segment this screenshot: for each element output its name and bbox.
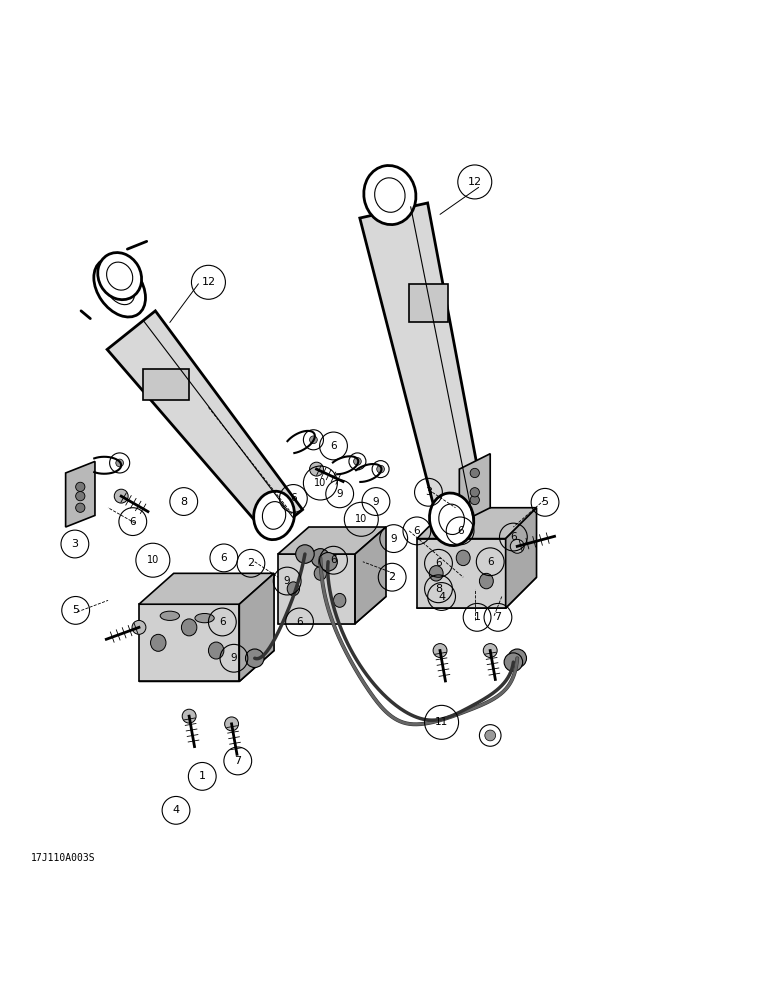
Text: 6: 6 bbox=[219, 617, 225, 627]
Circle shape bbox=[508, 649, 527, 668]
FancyBboxPatch shape bbox=[409, 284, 448, 322]
FancyBboxPatch shape bbox=[143, 369, 189, 400]
Polygon shape bbox=[66, 461, 95, 527]
Text: 6: 6 bbox=[130, 517, 136, 527]
Circle shape bbox=[485, 730, 496, 741]
Polygon shape bbox=[417, 508, 537, 539]
Polygon shape bbox=[139, 573, 274, 604]
Circle shape bbox=[319, 552, 337, 571]
Circle shape bbox=[377, 465, 384, 473]
Text: 1: 1 bbox=[198, 771, 206, 781]
Text: 6: 6 bbox=[330, 441, 337, 451]
Polygon shape bbox=[139, 651, 274, 681]
Text: 2: 2 bbox=[247, 558, 255, 568]
Circle shape bbox=[483, 644, 497, 657]
Circle shape bbox=[354, 458, 361, 465]
Text: 5: 5 bbox=[541, 497, 549, 507]
Circle shape bbox=[310, 462, 323, 476]
Polygon shape bbox=[417, 577, 537, 608]
Ellipse shape bbox=[160, 611, 179, 620]
Circle shape bbox=[510, 539, 524, 553]
Text: 11: 11 bbox=[435, 717, 449, 727]
Circle shape bbox=[470, 495, 479, 505]
Circle shape bbox=[296, 545, 314, 563]
Text: 6: 6 bbox=[414, 526, 420, 536]
Text: 3: 3 bbox=[425, 487, 432, 497]
Ellipse shape bbox=[195, 613, 215, 623]
Ellipse shape bbox=[151, 634, 166, 651]
Ellipse shape bbox=[287, 582, 300, 596]
Polygon shape bbox=[139, 604, 239, 681]
Ellipse shape bbox=[334, 593, 346, 607]
Circle shape bbox=[311, 549, 330, 567]
Polygon shape bbox=[278, 596, 386, 624]
Polygon shape bbox=[355, 527, 386, 624]
Polygon shape bbox=[239, 573, 274, 681]
Text: 8: 8 bbox=[180, 497, 188, 507]
Circle shape bbox=[132, 620, 146, 634]
Text: 9: 9 bbox=[231, 653, 237, 663]
Text: 2: 2 bbox=[388, 572, 396, 582]
Ellipse shape bbox=[374, 178, 405, 212]
Text: 6: 6 bbox=[296, 617, 303, 627]
Ellipse shape bbox=[314, 566, 327, 580]
Text: 7: 7 bbox=[494, 612, 502, 622]
Text: 6: 6 bbox=[221, 553, 227, 563]
Text: 6: 6 bbox=[457, 526, 463, 536]
Text: 6: 6 bbox=[510, 532, 516, 542]
Text: 7: 7 bbox=[234, 756, 242, 766]
Ellipse shape bbox=[479, 573, 493, 589]
Circle shape bbox=[245, 649, 264, 668]
Circle shape bbox=[76, 503, 85, 512]
Ellipse shape bbox=[254, 491, 294, 540]
Polygon shape bbox=[278, 554, 355, 624]
Text: 6: 6 bbox=[290, 493, 296, 503]
Ellipse shape bbox=[181, 619, 197, 636]
Text: 6: 6 bbox=[435, 558, 442, 568]
Text: 8: 8 bbox=[435, 584, 442, 594]
Polygon shape bbox=[107, 311, 303, 537]
Text: 10: 10 bbox=[355, 514, 367, 524]
Circle shape bbox=[225, 717, 239, 731]
Circle shape bbox=[433, 644, 447, 657]
Circle shape bbox=[470, 488, 479, 497]
Ellipse shape bbox=[208, 642, 224, 659]
Circle shape bbox=[504, 653, 523, 671]
Circle shape bbox=[76, 492, 85, 501]
Polygon shape bbox=[360, 203, 487, 528]
Polygon shape bbox=[506, 508, 537, 608]
Text: 17J110A003S: 17J110A003S bbox=[31, 853, 96, 863]
Circle shape bbox=[182, 709, 196, 723]
Text: 3: 3 bbox=[71, 539, 79, 549]
Text: 6: 6 bbox=[330, 555, 337, 565]
Text: 4: 4 bbox=[172, 805, 180, 815]
Text: 9: 9 bbox=[373, 497, 379, 507]
Text: 10: 10 bbox=[314, 478, 327, 488]
Polygon shape bbox=[278, 527, 386, 554]
Ellipse shape bbox=[429, 493, 474, 546]
Polygon shape bbox=[417, 539, 506, 608]
Text: 12: 12 bbox=[201, 277, 215, 287]
Text: 5: 5 bbox=[72, 605, 80, 615]
Circle shape bbox=[310, 436, 317, 444]
Polygon shape bbox=[459, 454, 490, 523]
Text: 1: 1 bbox=[473, 612, 481, 622]
Circle shape bbox=[470, 468, 479, 478]
Ellipse shape bbox=[262, 502, 286, 529]
Ellipse shape bbox=[456, 550, 470, 566]
Circle shape bbox=[116, 459, 124, 467]
Text: 4: 4 bbox=[438, 591, 445, 601]
Ellipse shape bbox=[438, 504, 465, 535]
Circle shape bbox=[76, 482, 85, 492]
Text: 6: 6 bbox=[487, 557, 493, 567]
Text: 10: 10 bbox=[147, 555, 159, 565]
Ellipse shape bbox=[429, 566, 443, 581]
Ellipse shape bbox=[98, 253, 141, 300]
Ellipse shape bbox=[364, 166, 416, 225]
Text: 9: 9 bbox=[284, 576, 290, 586]
Circle shape bbox=[114, 489, 128, 503]
Text: 9: 9 bbox=[337, 489, 343, 499]
Text: 12: 12 bbox=[468, 177, 482, 187]
Text: 9: 9 bbox=[391, 534, 397, 544]
